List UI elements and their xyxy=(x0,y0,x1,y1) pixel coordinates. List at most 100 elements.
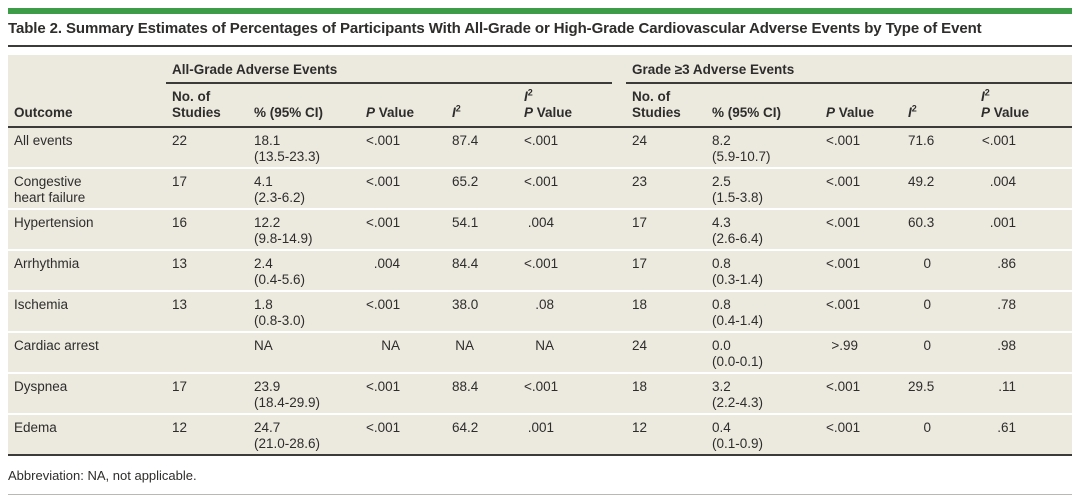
p-value-label: Value xyxy=(533,105,573,120)
cell-studies: 18 xyxy=(632,297,648,312)
p-value-label: Value xyxy=(990,105,1030,120)
cell-i2: 0 xyxy=(923,297,931,312)
header-p-value: P Value xyxy=(360,83,446,128)
table-row: Dyspnea 17 23.9 (18.4-29.9) <.001 88.4 <… xyxy=(8,373,1073,414)
cell-i2: 0 xyxy=(923,420,931,435)
cell-i2: 84.4 xyxy=(452,256,479,271)
cell-p-value: <.001 xyxy=(366,133,401,148)
cell-i2: 49.2 xyxy=(908,174,935,189)
i-symbol: I xyxy=(452,105,456,120)
cell-studies: 13 xyxy=(172,256,188,271)
cell-pct-ci: 0.4 (0.1-0.9) xyxy=(712,420,764,451)
cell-p-value: <.001 xyxy=(826,174,861,189)
spacer-cell xyxy=(612,414,626,455)
table-row: Ischemia 13 1.8 (0.8-3.0) <.001 38.0 .08… xyxy=(8,291,1073,332)
cell-pct-ci: 0.8 (0.4-1.4) xyxy=(712,297,764,328)
group-header-all-grade: All-Grade Adverse Events xyxy=(166,55,612,84)
i2-superscript: 2 xyxy=(455,103,461,114)
cell-p-value: <.001 xyxy=(366,174,401,189)
cell-i2-p-value: .86 xyxy=(997,256,1017,271)
header-pct-ci: % (95% CI) xyxy=(248,83,360,128)
table-row: Congestive heart failure 17 4.1 (2.3-6.2… xyxy=(8,168,1073,209)
cell-pct-ci: 1.8 (0.8-3.0) xyxy=(254,297,306,328)
i-symbol: I xyxy=(908,105,912,120)
cell-i2: NA xyxy=(455,338,474,353)
abbreviation-footnote: Abbreviation: NA, not applicable. xyxy=(8,468,197,483)
cell-i2-p-value: <.001 xyxy=(524,174,559,189)
cell-outcome: All events xyxy=(14,133,73,148)
cell-i2: 0 xyxy=(923,338,931,353)
i-symbol: I xyxy=(524,89,528,104)
cell-p-value: <.001 xyxy=(366,297,401,312)
subheader-row: No. of Studies % (95% CI) P Value I2 I2 P… xyxy=(8,83,1073,128)
cell-i2-p-value: .08 xyxy=(535,297,554,312)
cell-i2: 29.5 xyxy=(908,379,935,394)
cell-i2-p-value: .78 xyxy=(997,297,1017,312)
cell-outcome: Cardiac arrest xyxy=(14,338,99,353)
cell-pct-ci: NA xyxy=(254,338,273,353)
cell-pct-ci: 12.2 (9.8-14.9) xyxy=(254,215,313,246)
p-symbol: P xyxy=(826,105,836,120)
cell-p-value: >.99 xyxy=(831,338,858,353)
cell-outcome: Ischemia xyxy=(14,297,69,312)
i-symbol: I xyxy=(981,89,985,104)
i2-superscript: 2 xyxy=(911,103,917,114)
p-symbol: P xyxy=(524,105,534,120)
cell-outcome: Congestive heart failure xyxy=(14,174,86,205)
p-value-label: Value xyxy=(375,105,415,120)
cell-outcome: Arrhythmia xyxy=(14,256,80,271)
header-outcome: Outcome xyxy=(8,55,166,128)
header-p-value: P Value xyxy=(820,83,902,128)
cell-pct-ci: 0.8 (0.3-1.4) xyxy=(712,256,764,287)
table-row: Edema 12 24.7 (21.0-28.6) <.001 64.2 .00… xyxy=(8,414,1072,455)
cell-i2: 60.3 xyxy=(908,215,935,230)
cell-studies: 16 xyxy=(172,215,188,230)
cell-i2-p-value: <.001 xyxy=(524,256,559,271)
cell-i2: 87.4 xyxy=(452,133,479,148)
cell-i2-p-value: .11 xyxy=(998,379,1017,394)
cell-pct-ci: 24.7 (21.0-28.6) xyxy=(254,420,321,451)
cell-p-value: <.001 xyxy=(366,379,401,394)
cell-i2-p-value: <.001 xyxy=(981,133,1017,148)
cell-p-value: .004 xyxy=(373,256,400,271)
cell-studies: 23 xyxy=(632,174,648,189)
bottom-divider xyxy=(8,494,1072,495)
cell-pct-ci: 23.9 (18.4-29.9) xyxy=(254,379,321,410)
accent-bar xyxy=(8,8,1072,14)
cell-p-value: <.001 xyxy=(826,133,861,148)
cell-i2-p-value: .001 xyxy=(527,420,554,435)
table-row: All events 22 18.1 (13.5-23.3) <.001 87.… xyxy=(8,127,1073,168)
cell-pct-ci: 4.1 (2.3-6.2) xyxy=(254,174,306,205)
cell-i2: 65.2 xyxy=(452,174,479,189)
cell-studies: 24 xyxy=(632,338,648,353)
title-divider xyxy=(8,45,1072,47)
cell-studies: 13 xyxy=(172,297,188,312)
cell-p-value: <.001 xyxy=(826,215,861,230)
cell-i2: 71.6 xyxy=(908,133,935,148)
cell-pct-ci: 18.1 (13.5-23.3) xyxy=(254,133,321,164)
cell-p-value: <.001 xyxy=(826,297,861,312)
cell-studies: 17 xyxy=(172,174,188,189)
spacer-cell xyxy=(612,250,626,291)
header-no-of-studies: No. of Studies xyxy=(166,83,248,128)
summary-table: Outcome All-Grade Adverse Events Grade ≥… xyxy=(8,55,1073,456)
cell-pct-ci: 2.4 (0.4-5.6) xyxy=(254,256,306,287)
cell-outcome: Edema xyxy=(14,420,57,435)
header-pct-ci: % (95% CI) xyxy=(706,83,820,128)
cell-studies: 18 xyxy=(632,379,648,394)
cell-studies: 12 xyxy=(632,420,648,435)
cell-p-value: <.001 xyxy=(366,215,401,230)
cell-p-value: <.001 xyxy=(366,420,401,435)
spacer-cell xyxy=(612,332,626,373)
cell-studies xyxy=(166,332,248,373)
header-i2: I2 xyxy=(446,83,518,128)
cell-pct-ci: 2.5 (1.5-3.8) xyxy=(712,174,764,205)
table-row: Arrhythmia 13 2.4 (0.4-5.6) .004 84.4 <.… xyxy=(8,250,1073,291)
cell-i2-p-value: .98 xyxy=(997,338,1017,353)
cell-i2: 88.4 xyxy=(452,379,479,394)
table-title: Table 2. Summary Estimates of Percentage… xyxy=(8,20,982,37)
cell-studies: 17 xyxy=(632,256,648,271)
group-spacer xyxy=(612,55,626,128)
cell-studies: 12 xyxy=(172,420,188,435)
